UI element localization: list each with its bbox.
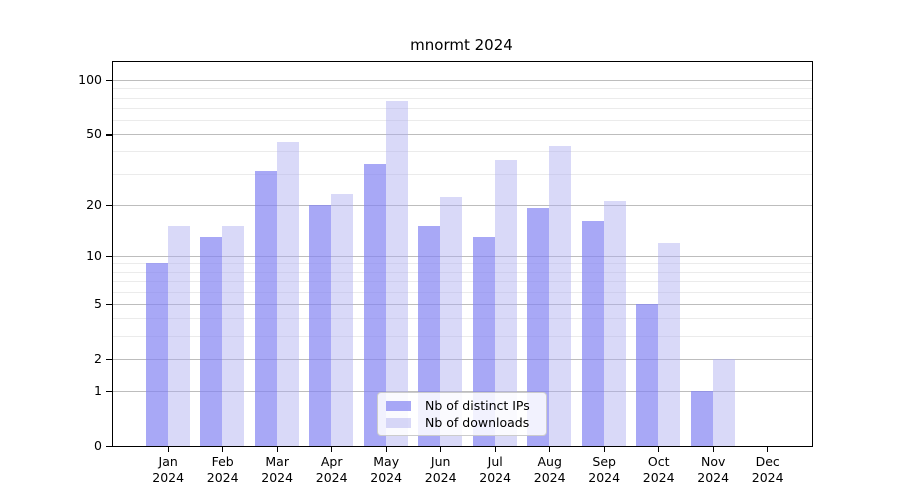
- gridline-minor: [113, 336, 812, 338]
- gridline-minor: [113, 173, 812, 175]
- x-tick-label: Oct 2024: [642, 454, 675, 485]
- y-tick-label: 0: [94, 438, 102, 454]
- gridline-minor: [113, 151, 812, 153]
- bar-nb-of-distinct-ips: [581, 221, 604, 446]
- gridline-minor: [113, 263, 812, 265]
- y-tick-label: 10: [86, 248, 102, 264]
- gridline-minor: [113, 119, 812, 121]
- x-tick-label: Nov 2024: [697, 454, 730, 485]
- bar-nb-of-downloads: [440, 197, 462, 446]
- y-tick: [106, 204, 112, 206]
- x-tick: [222, 446, 224, 452]
- gridline-major: [113, 303, 812, 305]
- y-tick: [106, 255, 112, 258]
- plot-area: [112, 61, 813, 447]
- bar-nb-of-distinct-ips: [145, 263, 168, 446]
- bar-nb-of-distinct-ips: [254, 171, 277, 446]
- x-tick: [712, 446, 714, 452]
- bar-nb-of-distinct-ips: [418, 226, 440, 446]
- x-tick: [276, 446, 278, 452]
- x-tick: [658, 446, 660, 452]
- gridline-major: [113, 358, 812, 360]
- gridline-minor: [113, 88, 812, 90]
- bar-nb-of-downloads: [549, 145, 571, 446]
- x-tick-label: Sep 2024: [588, 454, 621, 485]
- y-tick-label: 1: [94, 383, 102, 399]
- bar-nb-of-distinct-ips: [363, 164, 386, 446]
- bar-nb-of-distinct-ips: [309, 204, 331, 446]
- y-tick-label: 50: [86, 126, 102, 142]
- bar-nb-of-distinct-ips: [690, 391, 713, 446]
- x-tick: [549, 446, 551, 452]
- legend-swatch-downloads: [386, 417, 411, 428]
- bar-nb-of-distinct-ips: [200, 236, 222, 446]
- x-tick-label: Jun 2024: [424, 454, 457, 485]
- y-tick: [106, 134, 112, 136]
- bar-nb-of-distinct-ips: [636, 303, 658, 446]
- x-tick-label: Aug 2024: [533, 454, 566, 485]
- y-tick-label: 5: [94, 296, 102, 312]
- y-tick: [106, 391, 112, 393]
- legend-label-distinct-ips: Nb of distinct IPs: [425, 398, 530, 413]
- bar-nb-of-distinct-ips: [527, 208, 549, 446]
- bar-nb-of-downloads: [603, 200, 626, 446]
- y-tick-label: 100: [78, 72, 102, 88]
- legend-item-downloads: Nb of downloads: [386, 415, 538, 430]
- x-tick: [385, 446, 387, 452]
- bar-nb-of-downloads: [276, 142, 299, 446]
- bar-nb-of-downloads: [494, 159, 517, 446]
- gridline-major: [113, 134, 812, 136]
- gridline-minor: [113, 107, 812, 109]
- legend: Nb of distinct IPs Nb of downloads: [377, 392, 547, 436]
- gridline-major: [113, 391, 812, 393]
- x-tick-label: Feb 2024: [206, 454, 239, 485]
- x-tick: [767, 446, 769, 452]
- x-tick-label: Jul 2024: [479, 454, 512, 485]
- gridline-major: [113, 80, 812, 81]
- y-tick: [106, 358, 112, 361]
- legend-swatch-distinct-ips: [386, 400, 411, 411]
- x-tick: [603, 446, 605, 452]
- bar-nb-of-downloads: [385, 100, 408, 446]
- x-tick-label: Jan 2024: [152, 454, 185, 485]
- bar-nb-of-downloads: [167, 226, 190, 446]
- x-tick-label: May 2024: [370, 454, 403, 485]
- y-tick: [106, 80, 112, 82]
- bar-nb-of-downloads: [712, 358, 735, 446]
- gridline-minor: [113, 271, 812, 273]
- gridline-minor: [113, 281, 812, 283]
- gridline-minor: [113, 97, 812, 99]
- x-tick-label: Apr 2024: [315, 454, 348, 485]
- bar-nb-of-downloads: [222, 226, 244, 446]
- x-tick-label: Dec 2024: [751, 454, 784, 485]
- gridline-major: [113, 255, 812, 257]
- y-tick-label: 2: [94, 351, 102, 367]
- legend-item-distinct-ips: Nb of distinct IPs: [386, 398, 538, 413]
- x-tick: [494, 446, 496, 452]
- x-tick: [440, 446, 442, 452]
- bar-nb-of-downloads: [331, 193, 353, 446]
- x-tick: [331, 446, 333, 452]
- legend-label-downloads: Nb of downloads: [425, 415, 530, 430]
- x-tick-label: Mar 2024: [261, 454, 294, 485]
- gridline-minor: [113, 291, 812, 293]
- x-tick: [167, 446, 169, 452]
- gridline-minor: [113, 318, 812, 320]
- y-tick-label: 20: [86, 196, 102, 212]
- chart-title: mnormt 2024: [410, 36, 513, 54]
- bar-nb-of-downloads: [658, 242, 680, 446]
- gridline-major: [113, 204, 812, 206]
- y-tick: [106, 303, 112, 306]
- y-tick: [106, 446, 112, 448]
